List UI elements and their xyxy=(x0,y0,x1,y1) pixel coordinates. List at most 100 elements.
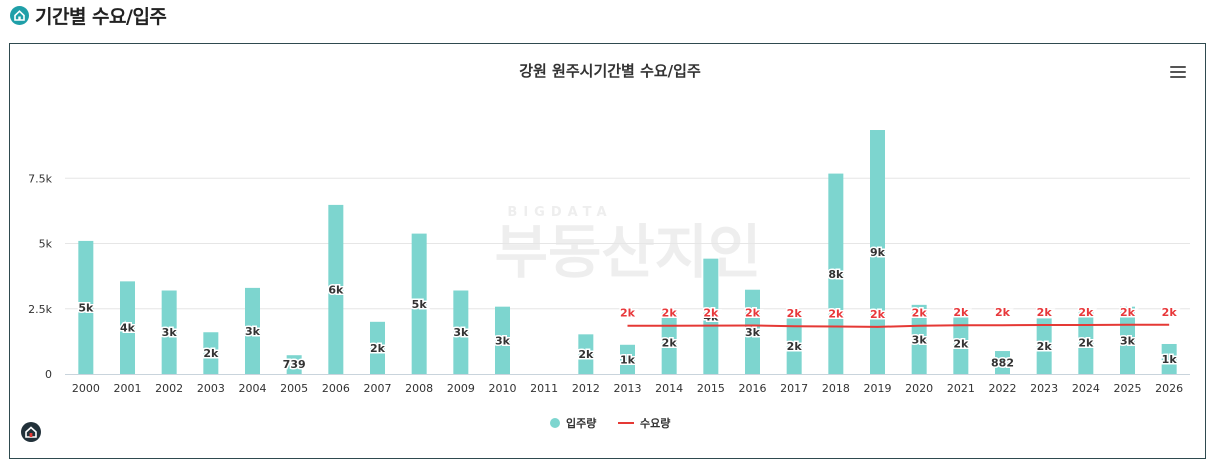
bar xyxy=(1161,343,1177,374)
bar-data-label: 882 xyxy=(991,357,1014,370)
bar-data-label: 3k xyxy=(495,334,511,347)
line-data-label: 2k xyxy=(1037,306,1053,319)
bar xyxy=(411,233,427,374)
line-data-label: 2k xyxy=(1120,306,1136,319)
x-tick-label: 2021 xyxy=(947,382,975,395)
bar xyxy=(161,290,177,374)
line-data-label: 2k xyxy=(662,307,678,320)
bar xyxy=(495,306,510,374)
bar xyxy=(745,289,760,374)
hamburger-menu-icon[interactable] xyxy=(1170,66,1186,80)
legend-supply-label: 입주량 xyxy=(566,417,596,430)
x-tick-label: 2006 xyxy=(322,382,350,395)
line-data-label: 2k xyxy=(703,307,719,320)
line-series xyxy=(627,323,1170,328)
x-tick-label: 2018 xyxy=(822,382,850,395)
bar xyxy=(620,344,635,374)
x-tick-label: 2007 xyxy=(364,382,392,395)
legend-supply-marker xyxy=(550,418,560,428)
legend-demand-label: 수요량 xyxy=(640,417,670,430)
legend-item-demand[interactable]: 수요량 xyxy=(618,417,670,430)
bar xyxy=(120,281,135,374)
bar-data-label: 8k xyxy=(828,268,844,281)
bar xyxy=(453,290,469,374)
bar-data-label: 739 xyxy=(283,358,306,371)
y-tick-label: 5k xyxy=(39,238,53,251)
bar xyxy=(828,173,844,374)
bar xyxy=(1036,318,1052,374)
bar-data-label: 9k xyxy=(870,246,886,259)
bar xyxy=(578,334,594,374)
line-data-label: 2k xyxy=(953,306,969,319)
bar-series xyxy=(78,130,1177,374)
line-data-label: 2k xyxy=(1162,306,1178,319)
x-tick-label: 2012 xyxy=(572,382,600,395)
x-tick-label: 2020 xyxy=(905,382,933,395)
x-tick-label: 2019 xyxy=(864,382,892,395)
bar xyxy=(1120,306,1135,374)
x-tick-label: 2001 xyxy=(114,382,142,395)
x-tick-label: 2017 xyxy=(780,382,808,395)
x-tick-label: 2022 xyxy=(989,382,1017,395)
bar-data-label: 2k xyxy=(662,336,678,349)
x-axis: 2000 2001 2002 2003 2004 2005 2006 2007 2008 2009… xyxy=(65,374,1190,395)
bar xyxy=(1078,310,1094,374)
bar-data-label: 2k xyxy=(787,340,803,353)
bar-data-label: 3k xyxy=(1120,334,1136,347)
x-tick-label: 2000 xyxy=(72,382,100,395)
line-data-label: 2k xyxy=(870,308,886,321)
bar-data-label: 3k xyxy=(162,326,178,339)
bar-data-label: 2k xyxy=(953,338,969,351)
bar xyxy=(786,317,802,374)
chart-title: 강원 원주시기간별 수요/입주 xyxy=(519,62,701,80)
bar-data-label: 4k xyxy=(120,322,136,335)
x-tick-label: 2014 xyxy=(655,382,683,395)
line-data-label: 2k xyxy=(1078,306,1094,319)
legend-item-supply[interactable]: 입주량 xyxy=(550,417,596,430)
watermark: BIGDATA 부동산지인 xyxy=(495,205,762,286)
line-data-label: 2k xyxy=(787,307,803,320)
bar xyxy=(911,304,927,374)
y-axis: 0 2.5k 5k 7.5k xyxy=(28,172,52,381)
line-labels: 2k 2k 2k 2k 2k 2k 2k 2k 2k 2k 2k 2k 2k 2k xyxy=(619,304,1179,322)
bar xyxy=(328,204,344,374)
bar-data-label: 4k xyxy=(703,310,719,323)
bar xyxy=(370,321,385,374)
x-tick-label: 2010 xyxy=(489,382,517,395)
x-tick-label: 2023 xyxy=(1030,382,1058,395)
bar xyxy=(203,332,219,374)
x-tick-label: 2015 xyxy=(697,382,725,395)
line-data-label: 2k xyxy=(745,306,761,319)
x-tick-label: 2025 xyxy=(1114,382,1142,395)
home-icon xyxy=(10,5,29,25)
line-data-label: 2k xyxy=(828,308,844,321)
x-tick-label: 2009 xyxy=(447,382,475,395)
bar-data-label: 2k xyxy=(578,348,594,361)
x-tick-label: 2002 xyxy=(155,382,183,395)
bar-data-label: 2k xyxy=(1037,340,1053,353)
bar-data-label: 2k xyxy=(203,347,219,360)
x-tick-label: 2024 xyxy=(1072,382,1100,395)
bar xyxy=(870,130,885,374)
line-data-label: 2k xyxy=(912,307,928,320)
bar-data-label: 1k xyxy=(1162,353,1178,366)
page-title: 기간별 수요/입주 xyxy=(35,5,167,28)
bar xyxy=(78,240,94,374)
legend: 입주량 수요량 xyxy=(550,417,670,430)
line-data-label: 2k xyxy=(995,306,1011,319)
bar xyxy=(286,355,302,374)
x-tick-label: 2008 xyxy=(405,382,433,395)
bar-data-label: 3k xyxy=(745,326,761,339)
page-header: 기간별 수요/입주 xyxy=(10,2,167,28)
demand-line xyxy=(627,323,1170,328)
y-tick-label: 2.5k xyxy=(28,303,52,316)
bar xyxy=(245,287,260,374)
y-tick-label: 7.5k xyxy=(28,172,52,185)
x-tick-label: 2004 xyxy=(239,382,267,395)
bar-data-label: 3k xyxy=(912,333,928,346)
bar xyxy=(953,313,969,374)
x-tick-label: 2026 xyxy=(1155,382,1183,395)
bar-data-label: 2k xyxy=(370,342,386,355)
